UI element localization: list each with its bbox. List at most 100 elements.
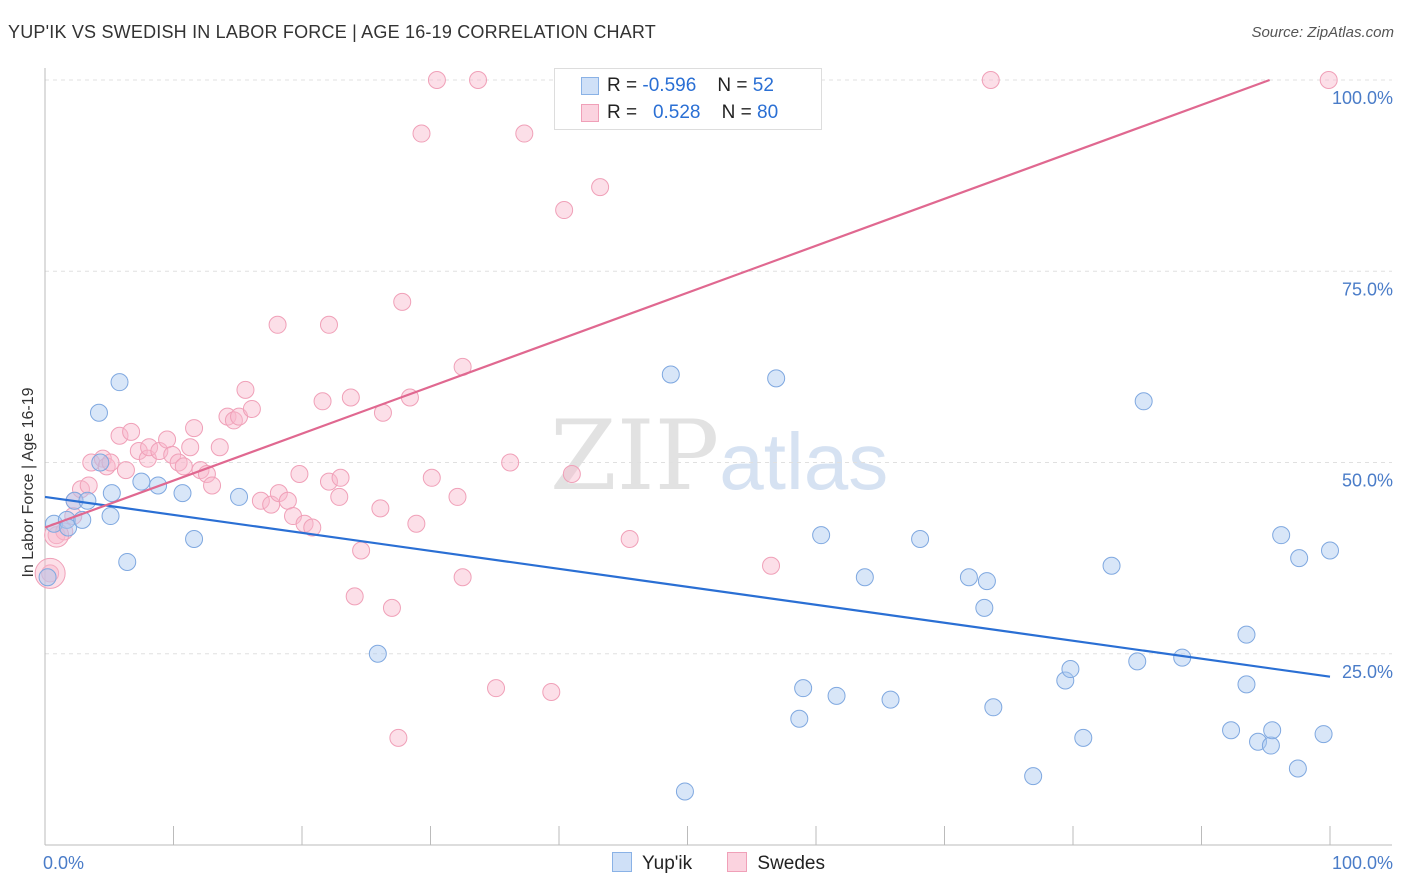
yupik-trend-line <box>44 495 1331 678</box>
swedes-point <box>542 683 561 701</box>
swedes-point <box>242 399 261 418</box>
yupik-point <box>78 491 97 510</box>
yupik-point <box>185 530 204 548</box>
yupik-point <box>101 507 120 526</box>
legend-item-yupik[interactable]: Yup'ik <box>612 852 692 875</box>
swedes-point <box>129 442 148 461</box>
yupik-point <box>881 690 900 709</box>
swedes-point <box>303 518 322 537</box>
yupik-point <box>794 679 813 698</box>
legend-row-swedes: R = 0.528 N = 80 <box>581 100 778 126</box>
correlation-legend: R = -0.596 N = 52 R = 0.528 N = 80 <box>554 68 822 130</box>
yupik-point <box>1056 671 1075 690</box>
swedes-point <box>140 438 159 457</box>
legend-row-yupik: R = -0.596 N = 52 <box>581 73 774 99</box>
swedes-point <box>453 568 472 587</box>
yupik-point <box>975 598 994 617</box>
yupik-point <box>855 568 874 587</box>
swedes-point <box>555 201 574 220</box>
yupik-point <box>790 709 809 728</box>
source-label: Source: ZipAtlas.com <box>1251 24 1394 41</box>
swedes-point <box>122 422 141 441</box>
legend-r-value: -0.596 <box>642 75 697 96</box>
yupik-point <box>1128 652 1147 671</box>
swedes-point <box>371 499 390 518</box>
swedes-point <box>210 438 229 457</box>
swedes-point <box>185 419 204 438</box>
swedes-point <box>101 453 120 472</box>
yupik-point <box>110 373 129 392</box>
swedes-point <box>620 530 639 548</box>
legend-label-yupik: Yup'ik <box>642 853 693 874</box>
legend-swatch-swedes <box>581 103 599 122</box>
yupik-points <box>38 365 1339 801</box>
trend-lines <box>44 78 1331 678</box>
watermark-atlas: atlas <box>719 417 889 506</box>
swedes-point <box>1319 71 1338 89</box>
legend-n-label: N = <box>721 102 752 123</box>
gridlines <box>45 79 1392 655</box>
axes <box>44 68 1392 846</box>
swedes-point <box>352 541 371 560</box>
legend-swatch-yupik <box>612 852 632 872</box>
watermark: ZIPatlas <box>550 400 888 512</box>
swedes-trend-line <box>44 78 1270 529</box>
x-tick-label: 0.0% <box>43 853 84 873</box>
chart-title: YUP'IK VS SWEDISH IN LABOR FORCE | AGE 1… <box>8 22 656 42</box>
y-tick-label: 75.0% <box>1342 279 1393 299</box>
swedes-point-large <box>34 557 66 589</box>
yupik-point <box>368 644 387 663</box>
swedes-point <box>278 491 297 510</box>
swedes-point <box>407 514 426 533</box>
legend-swatch-yupik <box>581 76 599 95</box>
yupik-point <box>911 530 930 548</box>
yupik-point <box>1134 392 1153 411</box>
swedes-point <box>268 315 287 334</box>
yupik-point <box>89 403 108 422</box>
yupik-point <box>675 782 694 801</box>
swedes-point <box>341 388 360 407</box>
yupik-point <box>1290 549 1309 568</box>
swedes-point <box>389 728 408 747</box>
swedes-point <box>181 438 200 457</box>
swedes-point <box>393 292 412 311</box>
swedes-point <box>158 430 177 449</box>
swedes-point <box>290 464 309 483</box>
yupik-point <box>230 487 249 506</box>
swedes-point <box>515 124 534 143</box>
swedes-point <box>469 71 488 89</box>
yupik-point <box>1061 660 1080 679</box>
yupik-point <box>1288 759 1307 778</box>
swedes-point <box>422 468 441 487</box>
swedes-points <box>34 71 1338 747</box>
yupik-point <box>38 568 57 587</box>
swedes-point <box>79 476 98 495</box>
swedes-point <box>981 71 1000 89</box>
y-tick-label: 100.0% <box>1332 88 1393 108</box>
yupik-point <box>661 365 680 384</box>
legend-r-value: 0.528 <box>652 102 701 123</box>
swedes-point <box>345 587 364 606</box>
swedes-point <box>762 556 781 575</box>
y-tick-label: 50.0% <box>1342 471 1393 491</box>
swedes-point <box>382 598 401 617</box>
swedes-point <box>501 453 520 472</box>
swedes-point <box>203 476 222 495</box>
yupik-point <box>1024 767 1043 786</box>
y-axis-title: In Labor Force | Age 16-19 <box>20 387 37 577</box>
swedes-point <box>236 380 255 399</box>
legend-item-swedes[interactable]: Swedes <box>727 852 825 875</box>
yupik-point <box>1102 556 1121 575</box>
yupik-point <box>984 698 1003 717</box>
yupik-point <box>1237 625 1256 644</box>
yupik-point <box>1261 736 1280 755</box>
swedes-point <box>427 71 446 89</box>
swedes-point <box>163 445 182 464</box>
legend-n-label: N = <box>717 75 748 96</box>
yupik-point <box>91 453 110 472</box>
swedes-point <box>313 392 332 411</box>
legend-r-label: R = <box>607 75 638 96</box>
x-tick-label: 100.0% <box>1332 853 1393 873</box>
legend-n-value: 52 <box>752 75 774 96</box>
yupik-point <box>812 526 831 545</box>
